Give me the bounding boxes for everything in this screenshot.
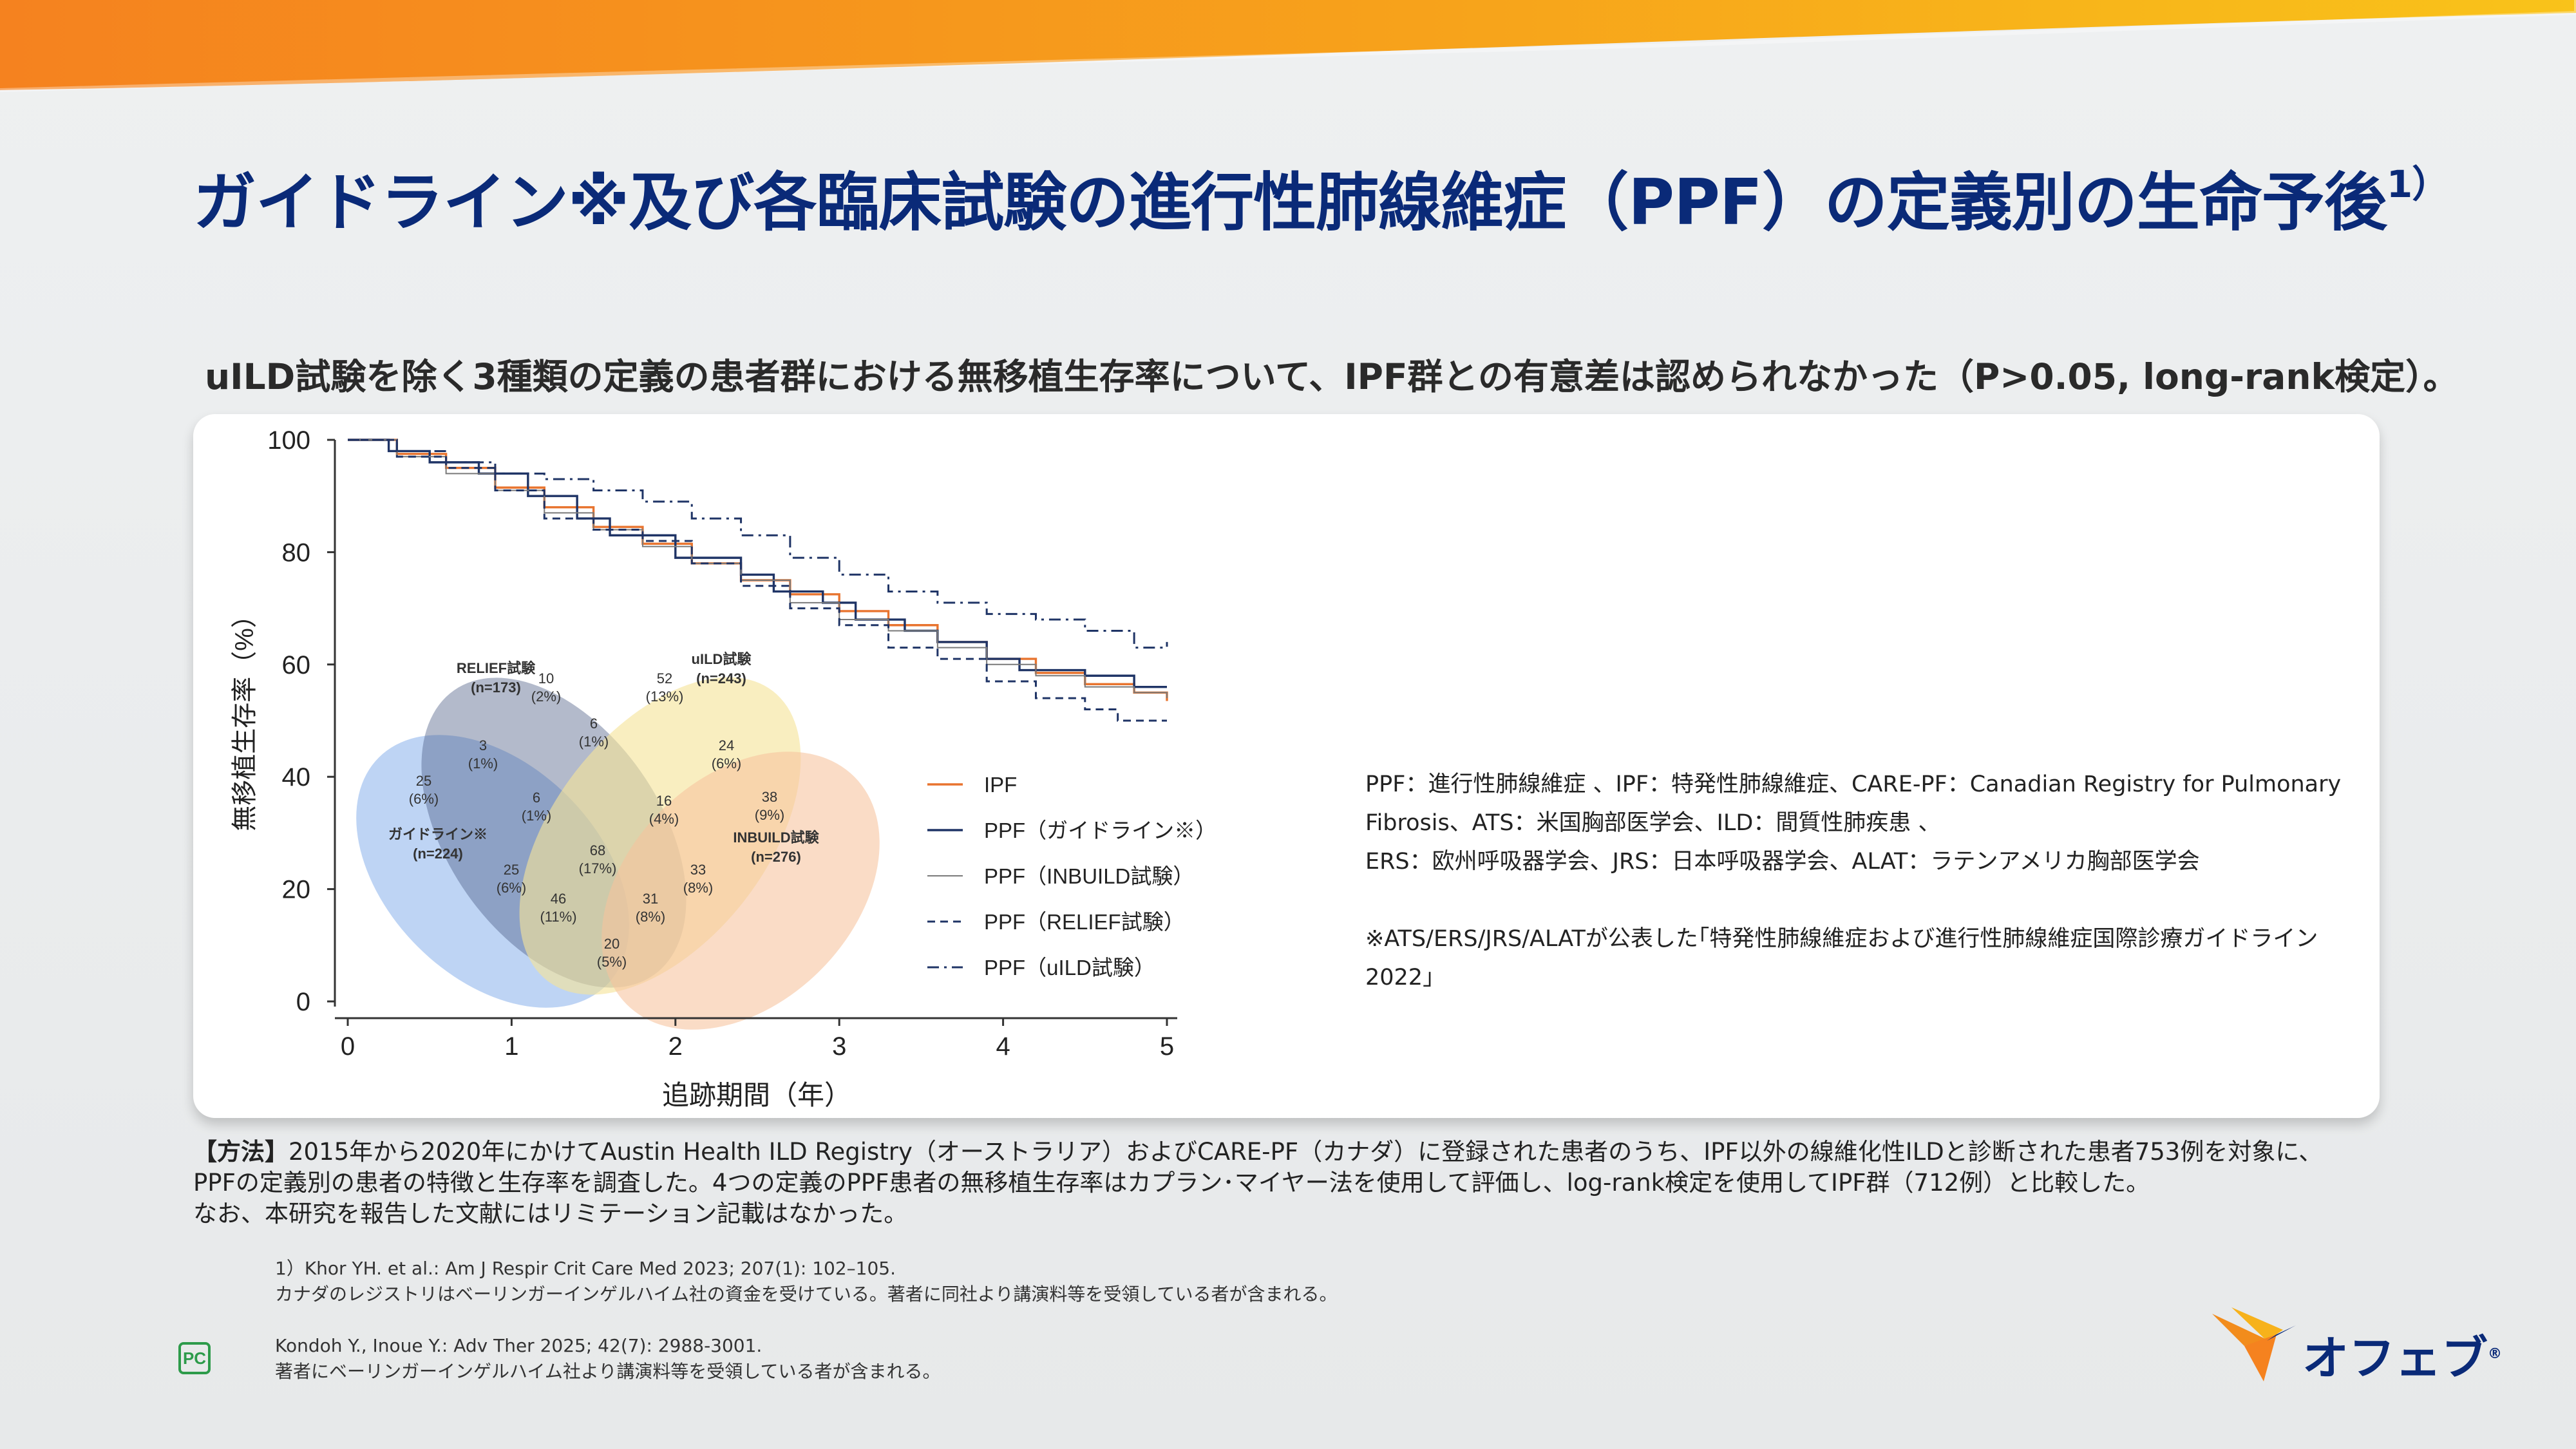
venn-region-pct: (1%) — [579, 734, 609, 750]
series-line — [348, 439, 1168, 699]
y-tick-label: 80 — [282, 538, 311, 567]
page-title: ガイドライン※及び各臨床試験の進行性肺線維症（PPF）の定義別の生命予後1） — [193, 162, 2449, 240]
y-tick-label: 20 — [282, 876, 311, 904]
pc-mark-icon: PC — [178, 1342, 211, 1374]
y-tick-label: 0 — [296, 988, 310, 1016]
x-tick-label: 0 — [341, 1032, 355, 1061]
venn-region-pct: (2%) — [531, 688, 561, 705]
venn-set-n: (n=224) — [413, 846, 463, 862]
venn-region-count: 68 — [590, 842, 605, 858]
venn-diagram — [356, 677, 880, 1030]
x-tick-label: 5 — [1160, 1032, 1174, 1061]
reference-1-note: カナダのレジストリはベーリンガーインゲルハイム社の資金を受けている。著者に同社よ… — [275, 1283, 1338, 1305]
km-survival-chart: RELIEF試験 (n=173) uILD試験 (n=243) ガイドライン※ (n=22… — [231, 426, 1217, 1110]
venn-region-count: 10 — [538, 670, 554, 687]
legend-label: PPF（uILD試験） — [984, 956, 1155, 980]
x-tick-label: 4 — [996, 1032, 1010, 1061]
venn-region-pct: (5%) — [597, 954, 627, 970]
venn-region-count: 25 — [416, 773, 431, 789]
logo-registered-mark: ® — [2488, 1346, 2503, 1362]
venn-region-pct: (4%) — [649, 811, 679, 827]
abbr-line-2: Fibrosis、ATS：米国胸部医学会、ILD：間質性肺疾患 、 — [1365, 810, 1941, 836]
title-footnote-ref: 1） — [2386, 162, 2449, 207]
methods-line-3: なお、本研究を報告した文献にはリミテーション記載はなかった。 — [193, 1200, 908, 1227]
bird-logo-icon — [2212, 1307, 2296, 1381]
y-tick-label: 60 — [282, 651, 311, 679]
venn-region-pct: (13%) — [646, 688, 684, 705]
venn-set-label: INBUILD試験 — [733, 829, 819, 846]
venn-region-pct: (11%) — [540, 909, 576, 925]
guideline-note-1: ※ATS/ERS/JRS/ALATが公表した｢特発性肺線維症および進行性肺線維症… — [1365, 926, 2318, 952]
x-tick-label: 1 — [504, 1032, 518, 1061]
venn-set-n: (n=173) — [471, 679, 521, 696]
series-line — [348, 439, 1167, 688]
series-line — [348, 439, 1167, 722]
venn-ellipse-inbuild — [601, 752, 880, 1030]
venn-region-pct: (6%) — [497, 880, 526, 896]
venn-region-pct: (1%) — [522, 808, 551, 824]
venn-region-pct: (17%) — [579, 860, 617, 876]
venn-set-label: uILD試験 — [692, 651, 752, 667]
legend-label: PPF（RELIEF試験） — [984, 910, 1185, 934]
chart-series — [348, 439, 1168, 722]
methods-label: 【方法】 — [193, 1138, 289, 1166]
reference-1: 1）Khor YH. et al.: Am J Respir Crit Care… — [275, 1258, 896, 1279]
venn-set-label: ガイドライン※ — [388, 826, 488, 842]
venn-region-count: 25 — [504, 862, 519, 878]
venn-region-count: 33 — [690, 862, 706, 878]
logo-wordmark: オフェブ — [2302, 1331, 2488, 1385]
legend-label: PPF（INBUILD試験） — [984, 864, 1194, 888]
methods-section: 【方法】2015年から2020年にかけてAustin Health ILD Re… — [193, 1137, 2322, 1229]
venn-region-pct: (8%) — [683, 880, 713, 896]
x-axis-title: 追跡期間（年） — [662, 1080, 851, 1110]
venn-region-count: 24 — [719, 737, 734, 753]
venn-labels: RELIEF試験 (n=173) uILD試験 (n=243) ガイドライン※ (n=22… — [388, 651, 820, 970]
venn-region-count: 6 — [533, 790, 540, 806]
reference-2: Kondoh Y., Inoue Y.: Adv Ther 2025; 42(7… — [275, 1335, 762, 1356]
legend-label: PPF（ガイドライン※） — [984, 819, 1217, 842]
chart-axes: 100 80 60 40 20 0 0 1 2 3 4 5 追跡期間（年） 無移植生存率（%） — [231, 426, 1177, 1110]
y-tick-label: 40 — [282, 763, 311, 791]
venn-region-count: 6 — [590, 715, 598, 732]
abbr-line-3: ERS：欧州呼吸器学会、JRS：日本呼吸器学会、ALAT：ラテンアメリカ胸部医学… — [1365, 849, 2200, 875]
abbreviation-notes: PPF：進行性肺線維症 、IPF：特発性肺線維症、CARE-PF：Canadia… — [1365, 765, 2370, 997]
methods-line-2: PPFの定義別の患者の特徴と生存率を調査した。4つの定義のPPF患者の無移植生存… — [193, 1169, 2150, 1197]
guideline-note-2: 2022｣ — [1365, 965, 1434, 990]
reference-2-note: 著者にベーリンガーインゲルハイム社より講演料等を受領している者が含まれる。 — [275, 1361, 941, 1382]
brand-logo: オフェブ® — [2206, 1294, 2502, 1391]
venn-region-count: 31 — [643, 891, 658, 907]
venn-region-count: 46 — [551, 891, 566, 907]
venn-region-count: 20 — [604, 936, 620, 952]
venn-region-count: 3 — [479, 737, 487, 753]
venn-region-pct: (8%) — [636, 909, 665, 925]
venn-set-n: (n=243) — [696, 670, 746, 687]
x-tick-label: 2 — [668, 1032, 683, 1061]
chart-legend: IPF PPF（ガイドライン※） PPF（INBUILD試験） PPF（RELIEF試… — [927, 773, 1217, 980]
references: 1）Khor YH. et al.: Am J Respir Crit Care… — [275, 1256, 1338, 1385]
x-tick-label: 3 — [832, 1032, 846, 1061]
top-accent-band — [0, 0, 2576, 92]
venn-region-pct: (6%) — [712, 755, 741, 772]
venn-region-count: 38 — [762, 789, 777, 805]
legend-label: IPF — [984, 773, 1017, 797]
methods-line-1: 2015年から2020年にかけてAustin Health ILD Regist… — [289, 1138, 2323, 1166]
venn-region-count: 52 — [657, 670, 672, 687]
series-line — [348, 439, 1168, 649]
venn-region-pct: (9%) — [755, 807, 784, 823]
chart-card — [193, 414, 2380, 1118]
venn-set-n: (n=276) — [751, 849, 801, 865]
venn-region-count: 16 — [656, 793, 672, 809]
venn-region-pct: (6%) — [409, 791, 439, 807]
abbr-line-1: PPF：進行性肺線維症 、IPF：特発性肺線維症、CARE-PF：Canadia… — [1365, 772, 2342, 797]
venn-region-pct: (1%) — [468, 755, 498, 772]
y-axis-title: 無移植生存率（%） — [231, 602, 259, 831]
page-subtitle: uILD試験を除く3種類の定義の患者群における無移植生存率について、IPF群との… — [205, 356, 2459, 397]
y-tick-label: 100 — [267, 426, 310, 455]
venn-set-label: RELIEF試験 — [457, 660, 536, 676]
